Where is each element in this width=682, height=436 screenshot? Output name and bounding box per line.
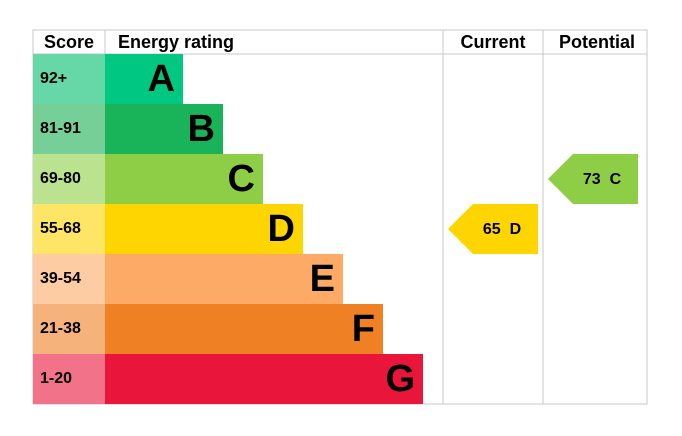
rating-letter: C [228, 158, 255, 200]
rating-bar [105, 54, 183, 104]
score-label: 1-20 [40, 370, 72, 387]
current-arrow [448, 204, 538, 254]
rating-letter: G [385, 358, 415, 400]
potential-label: 73 C [583, 171, 622, 188]
score-label: 21-38 [40, 320, 81, 337]
current-value: 65 [483, 221, 501, 238]
rating-letter: D [268, 208, 295, 250]
rating-bar [105, 254, 343, 304]
potential-letter: C [610, 171, 622, 188]
score-cell [33, 54, 105, 104]
header-rating: Energy rating [118, 32, 234, 52]
score-label: 39-54 [40, 270, 81, 287]
header-current: Current [460, 32, 525, 52]
header-potential: Potential [559, 32, 635, 52]
current-label: 65 D [483, 221, 521, 238]
score-cell [33, 354, 105, 404]
rating-bar [105, 204, 303, 254]
score-label: 81-91 [40, 120, 81, 137]
potential-value: 73 [583, 171, 601, 188]
rating-letter: A [148, 58, 175, 100]
rating-bar [105, 354, 423, 404]
potential-arrow [548, 154, 638, 204]
header-score: Score [44, 32, 94, 52]
current-letter: D [510, 221, 522, 238]
rating-bar [105, 304, 383, 354]
score-cell [33, 104, 105, 154]
score-cell [33, 304, 105, 354]
rating-letter: F [352, 308, 375, 350]
rating-bar [105, 154, 263, 204]
score-cell [33, 254, 105, 304]
score-cell [33, 204, 105, 254]
score-label: 69-80 [40, 170, 81, 187]
rating-letter: E [310, 258, 335, 300]
rating-bar [105, 104, 223, 154]
score-cell [33, 154, 105, 204]
score-label: 55-68 [40, 220, 81, 237]
rating-letter: B [188, 108, 215, 150]
score-label: 92+ [40, 70, 67, 87]
